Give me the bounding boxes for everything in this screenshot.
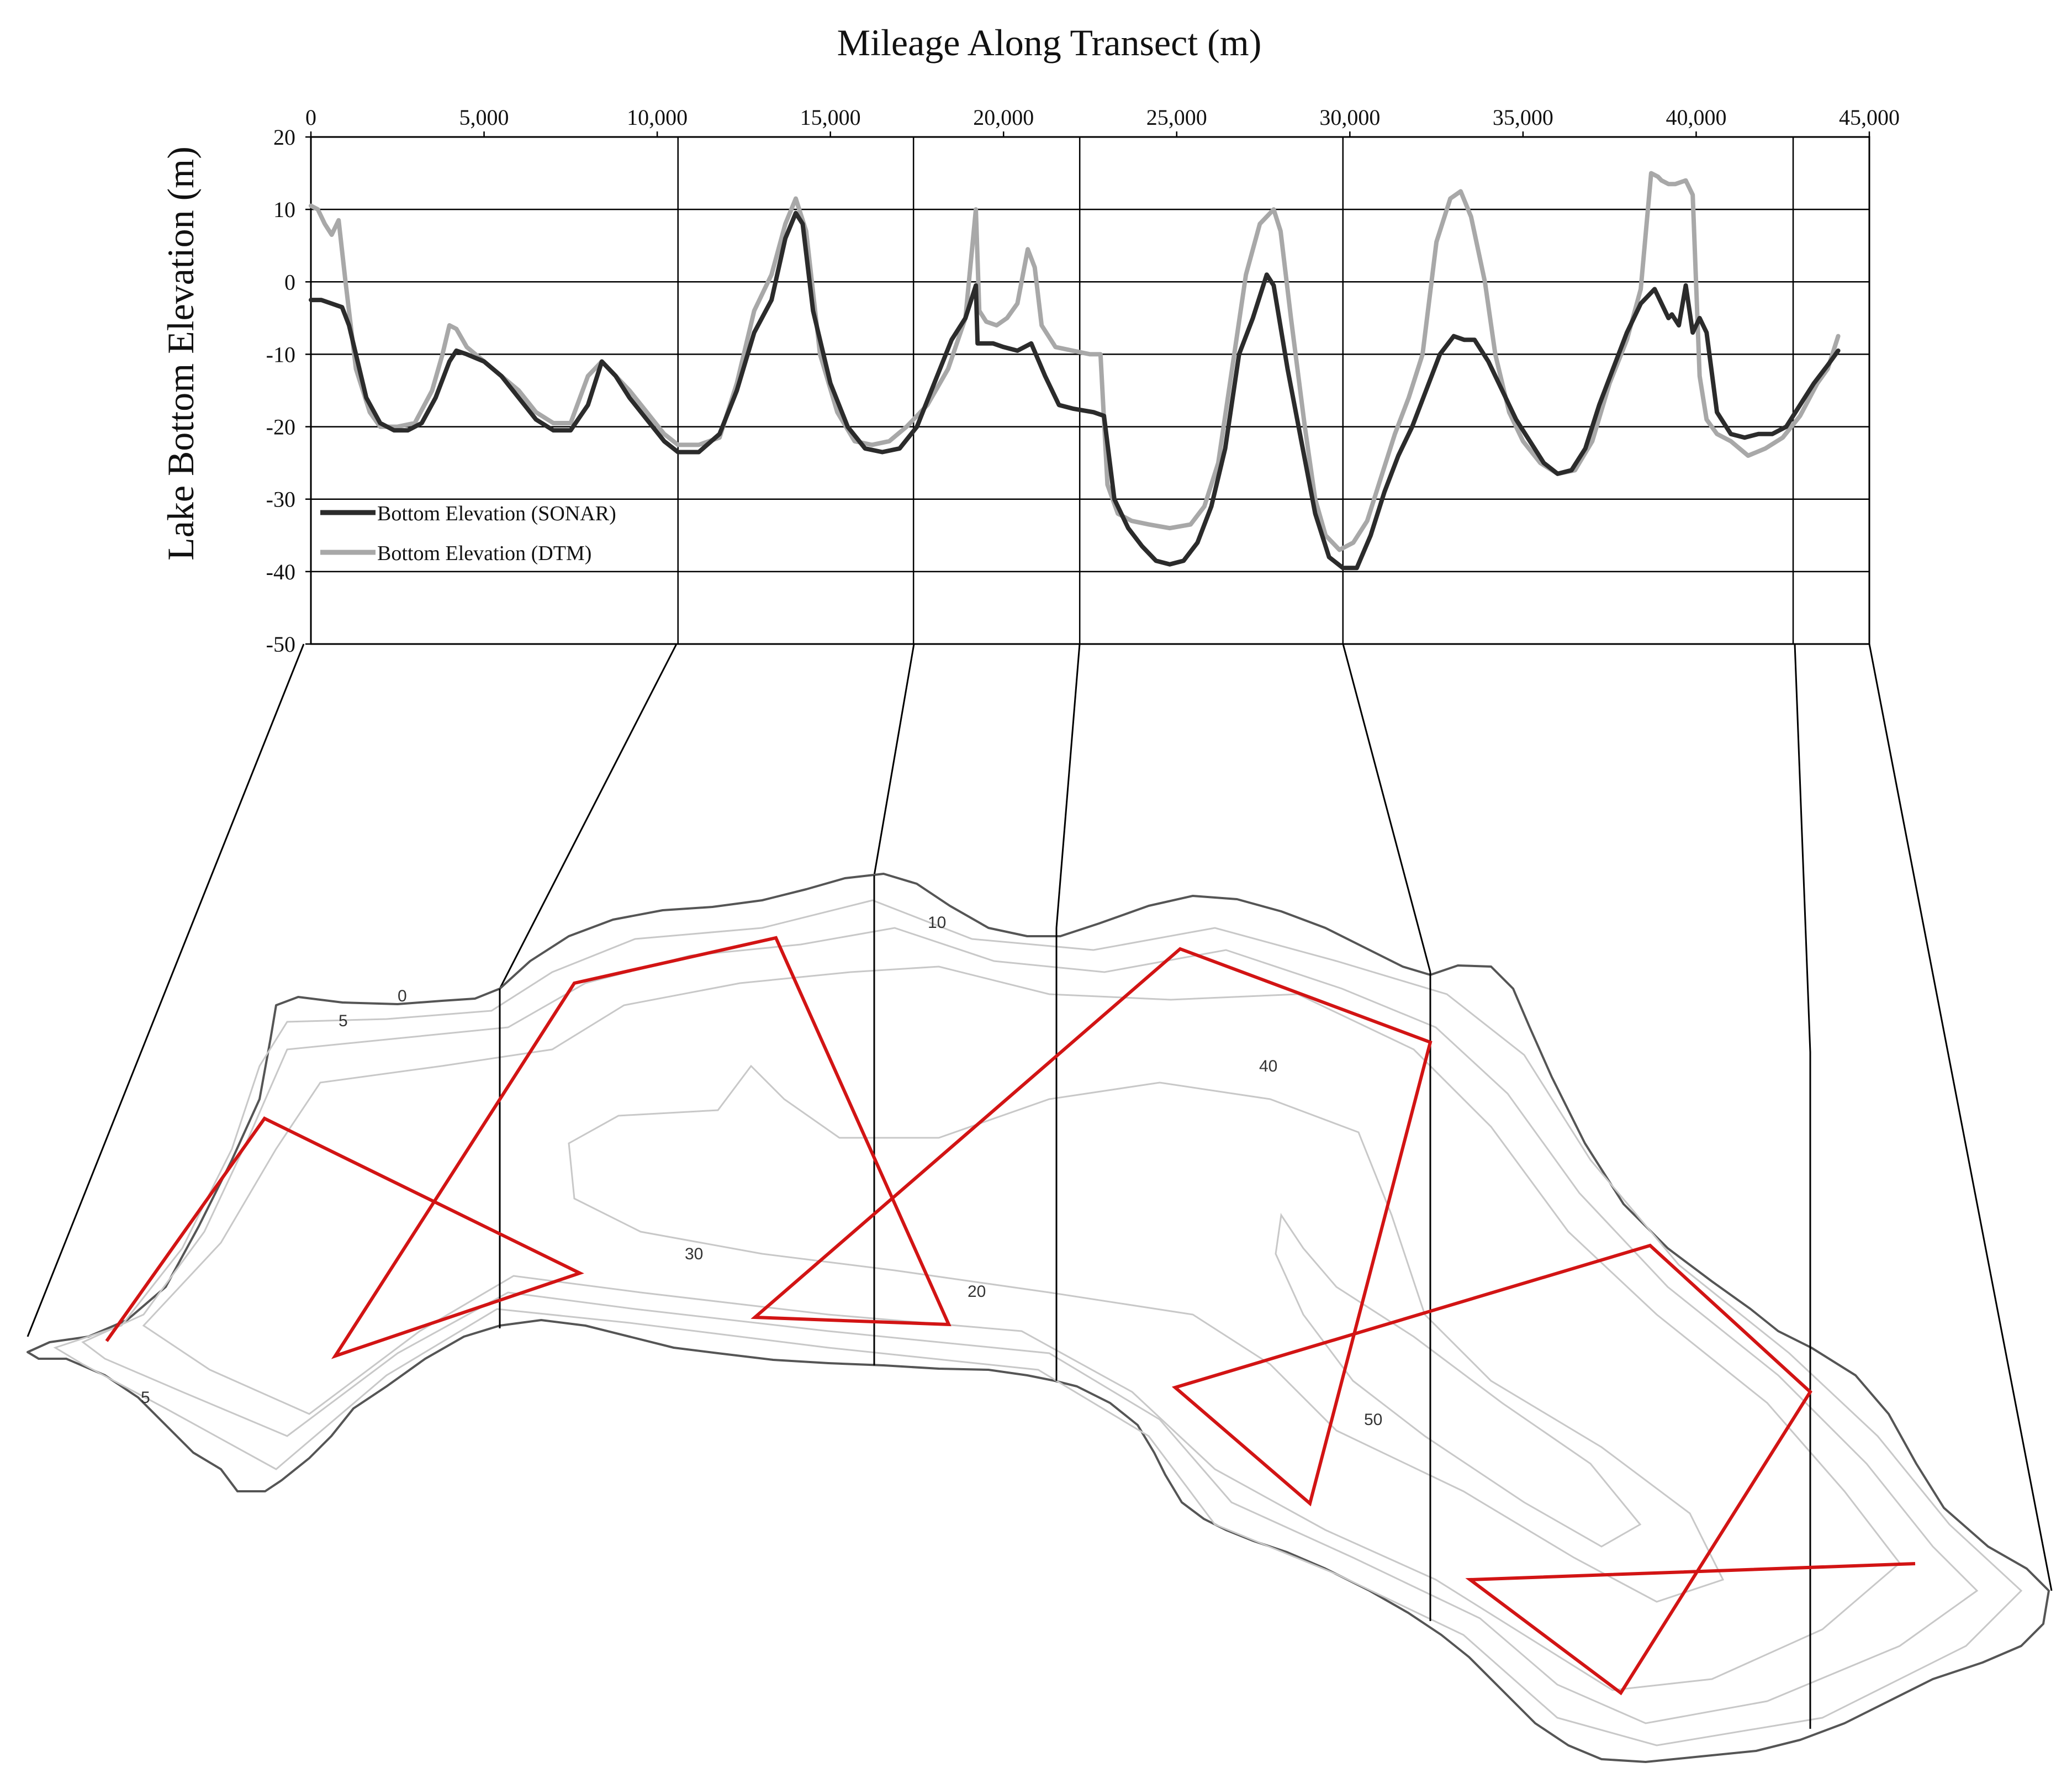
transect-track [105, 936, 1916, 1696]
legend: Bottom Elevation (SONAR) Bottom Elevatio… [320, 502, 616, 565]
projection-line [499, 643, 678, 989]
projection-line [1868, 643, 2053, 1591]
contour-label: 50 [1364, 1411, 1382, 1429]
contour-label: 20 [968, 1283, 986, 1301]
y-tick-label: -30 [266, 487, 295, 512]
depth-contours [53, 899, 2023, 1746]
legend-label-sonar: Bottom Elevation (SONAR) [377, 502, 616, 525]
series-line-sonar [309, 210, 1841, 571]
contour-label: 30 [685, 1245, 703, 1263]
series-lines [309, 171, 1841, 571]
y-axis-title: Lake Bottom Elevation (m) [160, 146, 202, 561]
x-tick-label: 25,000 [1146, 105, 1207, 130]
contour-line [1275, 1212, 1642, 1548]
x-tick-label: 15,000 [800, 105, 861, 130]
projection-line [873, 643, 915, 876]
contour-label: 40 [1259, 1057, 1277, 1075]
series-line-dtm [309, 171, 1841, 552]
y-tick-label: -40 [266, 560, 295, 584]
projection-line [1055, 643, 1081, 928]
contour-label: 10 [928, 914, 946, 932]
contour-line [142, 965, 1901, 1691]
y-tick-label: 20 [273, 125, 295, 150]
projection-lines [27, 643, 2053, 1591]
x-tick-label: 40,000 [1666, 105, 1726, 130]
y-tick-label: 10 [273, 197, 295, 222]
y-tick-label: -50 [266, 632, 295, 657]
contour-label: 5 [339, 1012, 348, 1030]
x-tick-label: 10,000 [627, 105, 688, 130]
y-tick-label: 0 [284, 270, 295, 294]
projection-line [1794, 643, 1811, 1053]
x-tick-label: 35,000 [1493, 105, 1553, 130]
contour-label: 0 [398, 987, 407, 1005]
contour-line [568, 1064, 1725, 1603]
legend-label-dtm: Bottom Elevation (DTM) [377, 542, 591, 565]
y-tick-label: -10 [266, 342, 295, 367]
lake-map: 0 5 10 30 20 40 50 5 [27, 873, 2050, 1763]
section-dividers [677, 137, 1794, 644]
projection-line [27, 643, 305, 1337]
plot-area [310, 136, 1870, 645]
y-tick-labels: 20 10 0 -10 -20 -30 -40 -50 [266, 125, 311, 657]
y-tick-label: -20 [266, 415, 295, 440]
x-tick-label: 20,000 [973, 105, 1034, 130]
x-tick-labels: 0 5,000 10,000 15,000 20,000 25,000 30,000 35,0… [305, 105, 1900, 137]
x-tick-label: 0 [305, 105, 316, 130]
contour-label: 5 [141, 1389, 150, 1407]
x-axis-title: Mileage Along Transect (m) [837, 22, 1262, 64]
contour-line [53, 899, 2023, 1746]
projection-line [1342, 643, 1431, 973]
x-tick-label: 30,000 [1319, 105, 1380, 130]
x-tick-label: 45,000 [1839, 105, 1900, 130]
contour-line [81, 927, 1979, 1724]
x-tick-label: 5,000 [459, 105, 509, 130]
